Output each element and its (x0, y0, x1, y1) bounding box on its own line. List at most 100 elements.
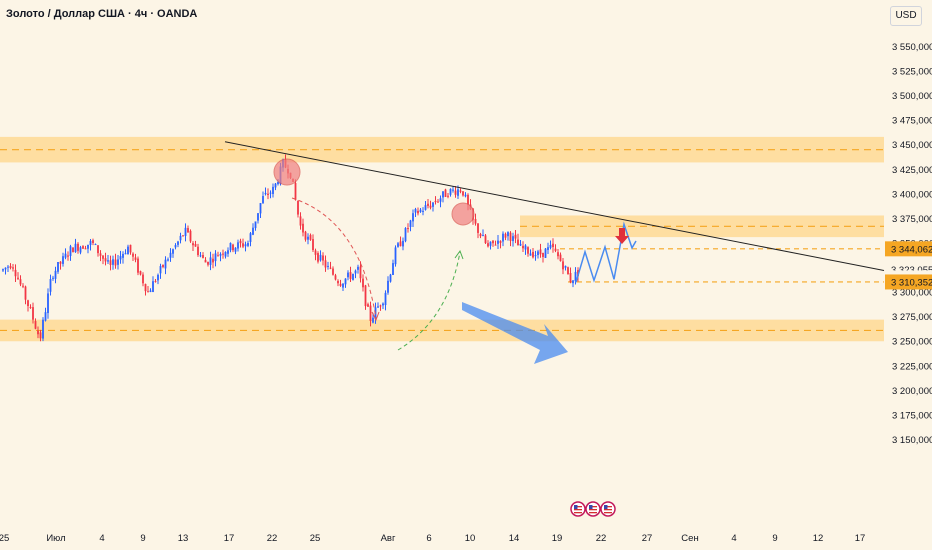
price-tick: 3 150,000 (892, 435, 932, 446)
candle (89, 241, 92, 246)
candle (312, 239, 314, 251)
high-circle (273, 158, 301, 186)
candle (204, 259, 207, 263)
candle (484, 235, 487, 244)
candle (569, 273, 572, 283)
price-tick: 3 500,000 (892, 91, 932, 102)
dashed-levels (560, 248, 884, 283)
candle (17, 277, 19, 279)
candle (94, 244, 97, 246)
candle (197, 246, 199, 256)
candle (12, 267, 14, 269)
candle (32, 307, 34, 320)
candle (62, 256, 64, 264)
time-tick: 19 (552, 533, 563, 544)
candle (372, 317, 374, 323)
time-axis[interactable]: 25 Июл 4 9 13 17 22 25 Авг 6 10 14 19 22 27 Сен 4 9 12 17 (0, 533, 865, 544)
currency-button[interactable]: USD (890, 6, 922, 26)
candle (402, 240, 404, 247)
candle (517, 239, 519, 246)
candle (572, 280, 574, 284)
candle (539, 249, 542, 255)
us-event-icon[interactable] (600, 501, 616, 517)
candle (242, 243, 244, 247)
candle (42, 319, 44, 339)
candle (269, 192, 272, 194)
candle (342, 283, 344, 288)
candle (122, 253, 124, 258)
time-tick: 12 (813, 533, 824, 544)
candle (409, 220, 412, 227)
candle (529, 253, 532, 256)
candle (102, 255, 104, 259)
candle (54, 270, 57, 279)
candle (487, 243, 489, 247)
candle (19, 279, 22, 285)
candle (187, 228, 189, 233)
event-icons[interactable] (570, 501, 616, 517)
candle (434, 200, 437, 203)
candle (302, 223, 304, 233)
candle (34, 321, 37, 329)
candle (104, 258, 107, 262)
candle (527, 247, 529, 254)
candle (232, 244, 234, 251)
candle (467, 194, 469, 205)
time-tick: 25 (0, 533, 9, 544)
candle (164, 259, 167, 269)
price-tick: 3 250,000 (892, 337, 932, 348)
candle (317, 253, 319, 262)
candle (492, 240, 494, 244)
candle (514, 234, 517, 239)
candle (124, 253, 127, 255)
arrowhead (454, 249, 464, 260)
us-event-icon[interactable] (570, 501, 586, 517)
candle (474, 218, 477, 224)
candle (134, 257, 137, 260)
candle (82, 246, 84, 249)
candle (544, 248, 547, 258)
candle (432, 202, 434, 207)
candle (177, 241, 179, 245)
candle (377, 306, 379, 308)
candle (267, 193, 269, 195)
candle (52, 277, 54, 279)
candle (369, 305, 372, 321)
price-axis[interactable]: 3 550,000 3 525,000 3 500,000 3 475,000 3 45… (885, 42, 932, 446)
symbol-title[interactable]: Золото / Доллар США · 4ч · OANDA (6, 8, 198, 20)
candle (77, 243, 79, 251)
zone-band (0, 319, 884, 342)
candle (319, 254, 322, 261)
time-tick: 4 (731, 533, 736, 544)
candle (537, 251, 539, 255)
candle (29, 307, 32, 309)
candle (309, 234, 312, 240)
candle (219, 253, 222, 256)
candle (99, 253, 102, 256)
red-down-arrow (615, 228, 629, 244)
candle (144, 283, 147, 292)
us-event-icon[interactable] (585, 501, 601, 517)
candle (552, 243, 554, 248)
candle (477, 223, 479, 233)
candle (92, 240, 94, 243)
candle (332, 268, 334, 275)
candle (39, 332, 42, 339)
candle (364, 285, 367, 307)
candle (502, 233, 504, 242)
candle (359, 266, 362, 279)
candle (557, 252, 559, 257)
candle (522, 245, 524, 249)
candle (334, 275, 337, 280)
candle (349, 272, 352, 279)
candle (504, 233, 507, 238)
candle (264, 192, 267, 195)
time-tick: 10 (465, 533, 476, 544)
candle (392, 263, 394, 276)
candle (112, 259, 114, 265)
candle (217, 255, 219, 257)
candle (212, 258, 214, 263)
candle (44, 312, 47, 321)
candle (489, 241, 492, 246)
